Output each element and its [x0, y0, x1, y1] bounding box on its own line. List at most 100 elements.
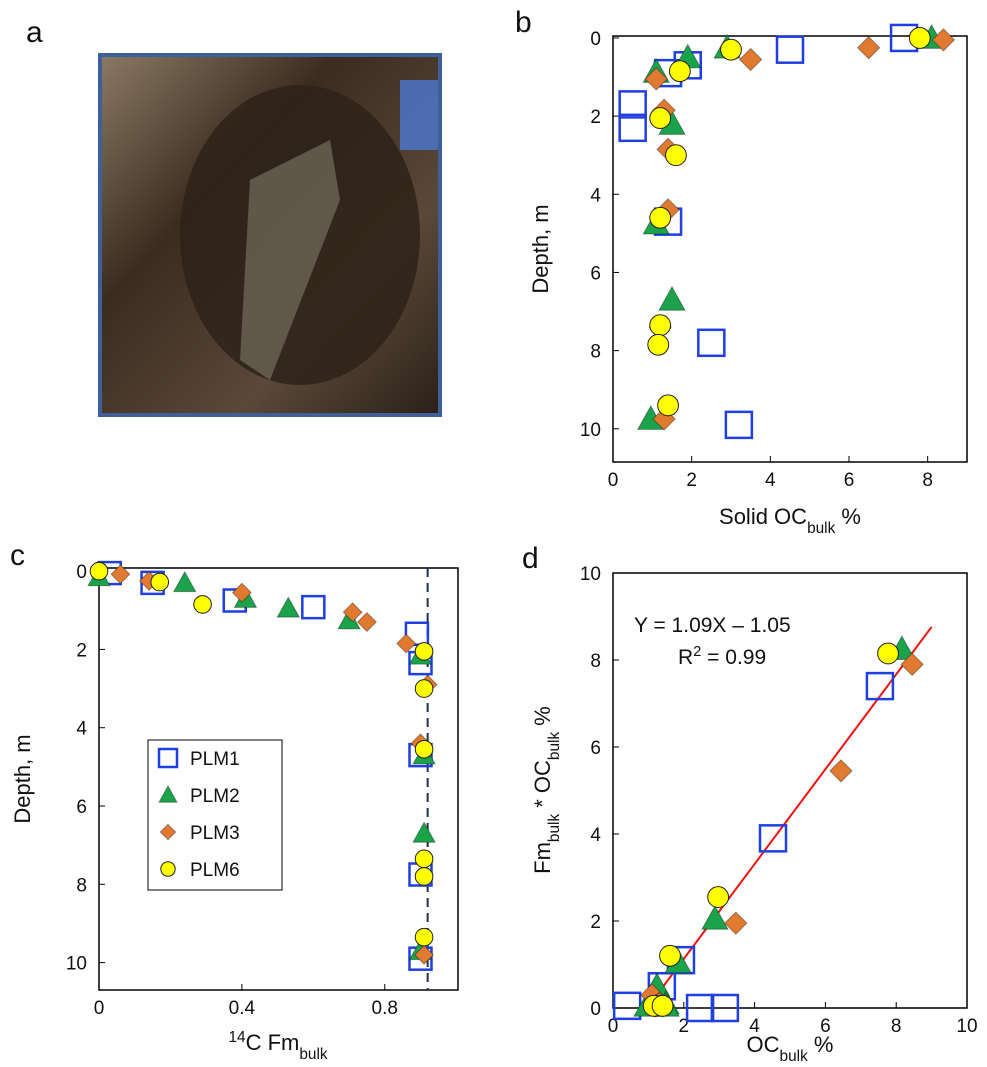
label-part: Fm [530, 842, 555, 874]
r-squared: R2 = 0.99 [678, 644, 766, 669]
marker-circle [414, 679, 434, 698]
marker-square [618, 113, 647, 143]
plot-frame [612, 572, 968, 1009]
y-tick-label: 0 [76, 562, 87, 583]
label-part: bulk [299, 1046, 328, 1063]
y-tick-label: 2 [590, 912, 601, 933]
marker-diamond [110, 564, 131, 585]
x-tick-label: 0.4 [229, 998, 256, 1019]
x-tick-label: 0 [608, 1016, 619, 1037]
y-axis-label: Depth, m [10, 734, 35, 823]
y-tick-label: 6 [590, 263, 601, 284]
marker-circle [414, 849, 434, 869]
marker-diamond [644, 67, 669, 91]
y-tick-label: 10 [580, 420, 601, 441]
photo [98, 53, 442, 417]
label-part: % [530, 706, 555, 732]
x-tick-label: 8 [922, 470, 933, 491]
marker-circle [649, 107, 672, 129]
marker-diamond [396, 633, 417, 654]
plot-frame [98, 567, 459, 991]
marker-circle [160, 861, 176, 877]
marker-diamond [931, 28, 956, 52]
x-tick-label: 2 [679, 1016, 690, 1037]
marker-circle [414, 927, 434, 947]
label-part: bulk [546, 814, 563, 843]
x-tick-label: 6 [844, 470, 855, 491]
y-tick-label: 0 [590, 999, 601, 1020]
marker-circle [414, 867, 434, 886]
marker-square [758, 824, 788, 853]
marker-circle [150, 572, 170, 592]
x-tick-label: 0 [94, 998, 105, 1019]
label-part: = 0.99 [701, 646, 766, 669]
y-tick-label: 0 [590, 29, 601, 50]
marker-square [301, 594, 326, 620]
y-axis-label: Depth, m [528, 204, 553, 293]
y-tick-label: 8 [590, 651, 601, 672]
marker-square [404, 621, 430, 647]
x-tick-label: 6 [820, 1016, 831, 1037]
marker-circle [649, 206, 672, 229]
marker-square [724, 410, 754, 440]
marker-circle [89, 561, 109, 581]
marker-square [865, 671, 895, 701]
marker-diamond [856, 35, 881, 60]
y-tick-label: 10 [66, 954, 87, 975]
x-tick-label: 0 [608, 470, 619, 491]
marker-circle [659, 944, 681, 967]
marker-circle [414, 642, 434, 661]
x-tick-label: 4 [765, 470, 776, 491]
marker-triangle [412, 821, 436, 843]
panel-label: a [26, 16, 43, 49]
marker-circle [707, 886, 730, 908]
label-part: OC [747, 1032, 780, 1057]
marker-circle [651, 994, 674, 1017]
y-tick-label: 4 [590, 825, 601, 846]
legend-label: PLM6 [190, 860, 240, 881]
label-part: % [835, 504, 861, 529]
y-tick-label: 2 [76, 640, 87, 661]
marker-diamond [829, 759, 853, 783]
marker-diamond [159, 823, 177, 841]
label-part: 2 [693, 644, 701, 660]
marker-circle [908, 27, 931, 49]
label-part: * OC [530, 760, 555, 814]
label-part: C Fm [246, 1030, 300, 1055]
marker-circle [668, 60, 691, 83]
marker-triangle [158, 784, 178, 803]
x-axis-label: 14C Fmbulk [228, 1029, 327, 1063]
marker-triangle [172, 570, 197, 593]
marker-triangle [276, 596, 301, 618]
marker-diamond [738, 47, 763, 72]
panel-label: b [515, 6, 532, 39]
marker-circle [414, 739, 434, 759]
label-part: 14 [228, 1029, 246, 1046]
marker-triangle [701, 904, 729, 930]
legend-label: PLM2 [190, 786, 240, 807]
marker-circle [665, 144, 687, 167]
marker-square [697, 328, 726, 358]
marker-circle [193, 595, 212, 614]
y-tick-label: 6 [590, 738, 601, 759]
marker-diamond [900, 652, 924, 677]
x-axis-label: OCbulk % [747, 1032, 834, 1065]
marker-square [157, 747, 179, 769]
y-tick-label: 10 [580, 564, 601, 585]
y-tick-label: 2 [590, 107, 601, 128]
label-part: bulk [546, 732, 563, 761]
marker-diamond [414, 944, 435, 965]
marker-circle [877, 642, 899, 665]
marker-triangle [658, 285, 686, 311]
y-tick-label: 6 [76, 797, 87, 818]
marker-circle [649, 314, 672, 337]
legend-label: PLM3 [190, 823, 240, 844]
equation: Y = 1.09X – 1.05 [634, 614, 791, 637]
marker-diamond [356, 611, 377, 633]
label-part: R [678, 646, 693, 669]
label-part: bulk [780, 1048, 809, 1065]
label-part: Depth, m [528, 204, 553, 293]
marker-diamond [342, 602, 363, 623]
